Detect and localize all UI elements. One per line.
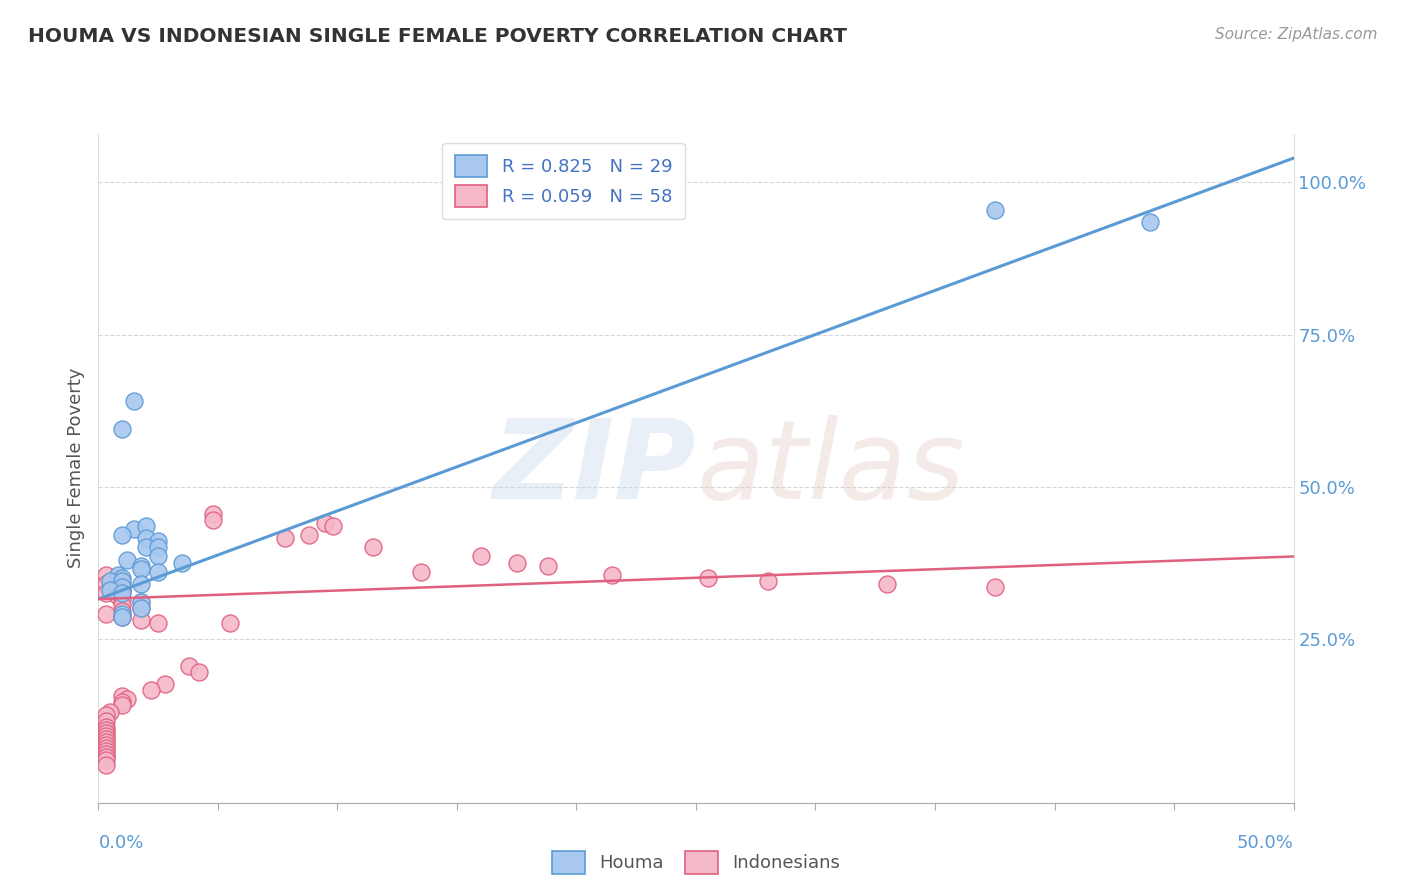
Point — [94, 720, 117, 734]
Point — [111, 604, 134, 618]
Point — [202, 507, 225, 521]
Point — [111, 582, 134, 597]
Point — [111, 598, 134, 612]
Point — [94, 707, 117, 722]
Point — [94, 744, 117, 758]
Point — [135, 519, 157, 533]
Text: 50.0%: 50.0% — [1237, 834, 1294, 852]
Point — [131, 562, 153, 576]
Point — [98, 705, 122, 719]
Point — [94, 723, 117, 737]
Legend: Houma, Indonesians: Houma, Indonesians — [544, 844, 848, 880]
Point — [94, 758, 117, 772]
Point — [131, 595, 153, 609]
Text: 0.0%: 0.0% — [98, 834, 143, 852]
Point — [111, 422, 134, 436]
Point — [94, 586, 117, 600]
Point — [107, 567, 129, 582]
Point — [139, 683, 162, 698]
Point — [111, 528, 134, 542]
Point — [148, 565, 170, 579]
Point — [94, 607, 117, 622]
Point — [111, 610, 134, 624]
Point — [411, 565, 433, 579]
Point — [94, 714, 117, 728]
Point — [172, 556, 194, 570]
Point — [111, 607, 134, 622]
Point — [111, 586, 134, 600]
Point — [111, 696, 134, 710]
Point — [274, 531, 297, 545]
Point — [600, 567, 623, 582]
Point — [131, 613, 153, 627]
Point — [983, 202, 1005, 217]
Point — [148, 616, 170, 631]
Point — [94, 747, 117, 761]
Point — [135, 531, 157, 545]
Point — [148, 534, 170, 549]
Point — [124, 394, 146, 409]
Point — [131, 601, 153, 615]
Point — [131, 595, 153, 609]
Point — [506, 556, 529, 570]
Point — [94, 735, 117, 749]
Point — [697, 571, 720, 585]
Point — [470, 549, 492, 564]
Point — [202, 513, 225, 527]
Point — [187, 665, 209, 679]
Point — [179, 659, 201, 673]
Point — [107, 571, 129, 585]
Point — [111, 577, 134, 591]
Point — [155, 677, 177, 691]
Text: HOUMA VS INDONESIAN SINGLE FEMALE POVERTY CORRELATION CHART: HOUMA VS INDONESIAN SINGLE FEMALE POVERT… — [28, 27, 848, 45]
Point — [131, 577, 153, 591]
Point — [756, 574, 779, 588]
Point — [131, 601, 153, 615]
Point — [111, 690, 134, 704]
Point — [131, 558, 153, 573]
Point — [148, 541, 170, 555]
Y-axis label: Single Female Poverty: Single Female Poverty — [66, 368, 84, 568]
Point — [1139, 215, 1161, 229]
Point — [322, 519, 344, 533]
Point — [148, 549, 170, 564]
Text: Source: ZipAtlas.com: Source: ZipAtlas.com — [1215, 27, 1378, 42]
Point — [94, 753, 117, 767]
Point — [94, 731, 117, 746]
Point — [94, 741, 117, 756]
Point — [111, 571, 134, 585]
Point — [537, 558, 560, 573]
Point — [94, 726, 117, 740]
Point — [98, 582, 122, 597]
Point — [135, 541, 157, 555]
Point — [94, 738, 117, 752]
Point — [111, 592, 134, 607]
Point — [115, 552, 138, 566]
Point — [111, 574, 134, 588]
Point — [111, 698, 134, 713]
Point — [94, 567, 117, 582]
Point — [219, 616, 242, 631]
Point — [124, 522, 146, 536]
Point — [363, 541, 385, 555]
Text: ZIP: ZIP — [492, 415, 696, 522]
Point — [876, 577, 898, 591]
Point — [94, 577, 117, 591]
Point — [115, 692, 138, 706]
Point — [107, 589, 129, 603]
Point — [111, 610, 134, 624]
Point — [94, 729, 117, 743]
Point — [111, 582, 134, 597]
Point — [298, 528, 321, 542]
Point — [94, 750, 117, 764]
Point — [315, 516, 337, 530]
Text: atlas: atlas — [696, 415, 965, 522]
Point — [111, 580, 134, 594]
Point — [98, 574, 122, 588]
Point — [983, 580, 1005, 594]
